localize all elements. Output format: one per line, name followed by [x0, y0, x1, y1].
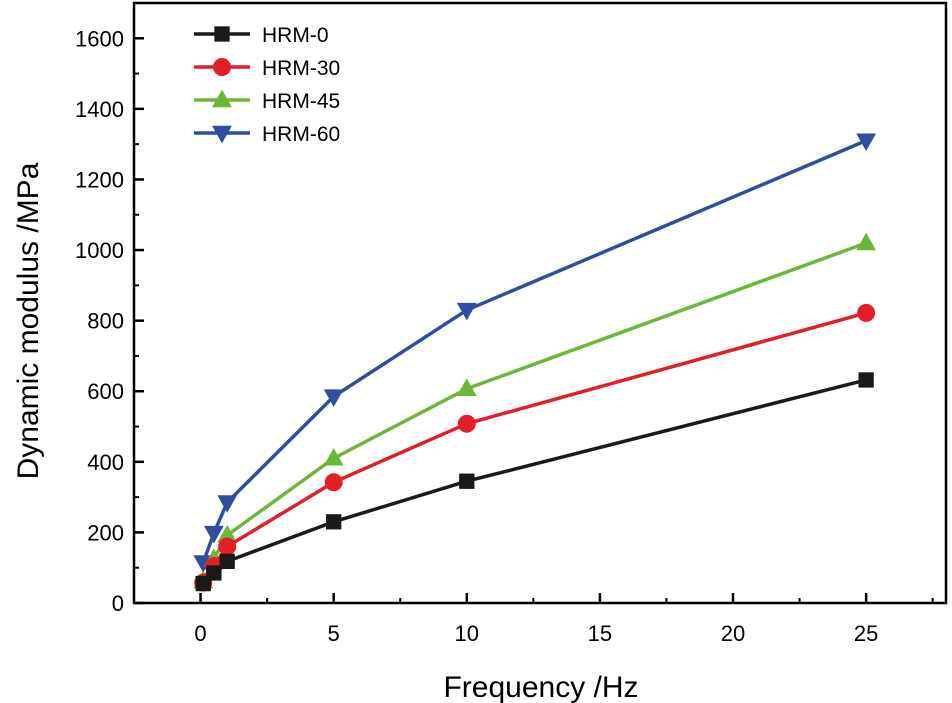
legend-marker-hrm-30 [213, 58, 231, 76]
y-tick-label: 1000 [75, 238, 124, 263]
legend-marker-hrm-60 [212, 125, 232, 144]
legend-label-hrm-0: HRM-0 [262, 24, 329, 47]
plot-layer [193, 133, 877, 592]
data-point-hrm-45 [323, 447, 344, 466]
data-point-hrm-0 [206, 565, 222, 581]
data-point-hrm-60 [203, 525, 224, 544]
data-point-hrm-45 [217, 524, 238, 543]
x-tick-label: 10 [455, 621, 479, 646]
legend-label-hrm-60: HRM-60 [262, 123, 340, 146]
x-tick-label: 15 [588, 621, 612, 646]
data-point-hrm-60 [217, 495, 238, 513]
y-tick-label: 600 [87, 379, 124, 404]
legend-label-hrm-30: HRM-30 [262, 57, 340, 80]
data-point-hrm-30 [857, 303, 876, 322]
y-axis-title: Dynamic modulus /MPa [12, 162, 45, 479]
plot-frame [132, 1, 948, 605]
data-point-hrm-30 [457, 414, 476, 433]
x-axis-title: Frequency /Hz [443, 671, 638, 703]
y-tick-label: 1600 [75, 26, 124, 51]
y-tick-label: 400 [87, 450, 124, 475]
data-point-hrm-60 [856, 133, 877, 151]
series-line-hrm-30 [201, 311, 867, 584]
data-point-hrm-30 [324, 473, 343, 492]
data-point-hrm-45 [856, 232, 877, 251]
legend: HRM-0 HRM-30 HRM-45 HRM-60 [194, 24, 340, 146]
data-point-hrm-0 [326, 514, 342, 530]
data-point-hrm-60 [456, 302, 477, 321]
series-line-hrm-45 [201, 241, 867, 582]
x-tick-label: 5 [328, 621, 340, 646]
y-tick-label: 1400 [75, 97, 124, 122]
data-point-hrm-0 [858, 372, 874, 388]
x-tick-label: 0 [194, 621, 206, 646]
y-tick-label: 1200 [75, 167, 124, 192]
data-point-hrm-60 [323, 389, 344, 407]
axis-layer: 0 200 400 600 800 1000 1200 1400 1600 0 5 10 15 20 25 [75, 1, 948, 646]
x-tick-label: 25 [854, 621, 878, 646]
legend-marker-hrm-45 [212, 89, 232, 108]
data-point-hrm-0 [459, 473, 475, 489]
legend-marker-hrm-0 [214, 26, 230, 42]
x-tick-label: 20 [721, 621, 745, 646]
y-tick-label: 800 [87, 309, 124, 334]
y-tick-label: 0 [112, 591, 124, 616]
data-point-hrm-0 [219, 553, 235, 570]
legend-label-hrm-45: HRM-45 [262, 90, 340, 113]
data-point-hrm-30 [218, 537, 237, 556]
data-point-hrm-45 [456, 378, 477, 396]
y-tick-label: 200 [87, 520, 124, 545]
